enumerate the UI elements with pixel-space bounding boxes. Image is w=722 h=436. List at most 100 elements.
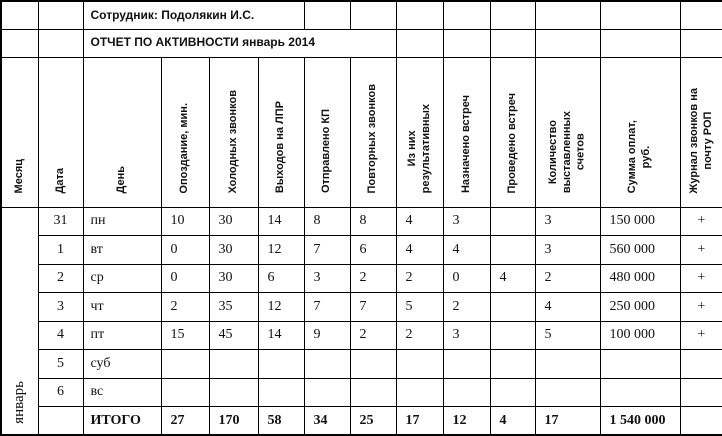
cell-value: 8 <box>303 206 351 236</box>
cell-value: 8 <box>349 206 397 236</box>
cell-plus: + <box>679 235 722 265</box>
empty-cell <box>37 0 84 30</box>
empty-cell <box>0 0 39 30</box>
cell-value: 30 <box>208 263 259 293</box>
cell-value: 2 <box>534 263 601 293</box>
header-cell-call-log: Журнал звонков на почту РОП <box>679 56 722 208</box>
header-label: День <box>115 166 128 194</box>
cell-value: 3 <box>534 206 601 236</box>
cell-value: 5 <box>534 320 601 350</box>
cell-value: 2 <box>395 320 444 350</box>
empty-cell <box>679 28 722 58</box>
empty-cell <box>395 28 444 58</box>
cell-value <box>489 320 536 350</box>
cell-value <box>489 206 536 236</box>
empty-cell <box>679 0 722 30</box>
cell-value: 7 <box>303 235 351 265</box>
cell-value: 0 <box>442 263 491 293</box>
cell-plus <box>679 377 722 407</box>
cell-value <box>257 377 305 407</box>
empty-cell <box>534 28 601 58</box>
header-cell-lpr-reaches: Выходов на ЛПР <box>257 56 305 208</box>
header-label: Проведено встреч <box>505 92 518 194</box>
table-row: 6 вс <box>1 377 722 407</box>
cell-value: 4 <box>534 292 601 322</box>
cell-plus: + <box>679 320 722 350</box>
cell-value: 2 <box>349 263 397 293</box>
cell-value <box>442 349 491 379</box>
cell-day: вс <box>82 377 162 407</box>
cell-value <box>395 349 444 379</box>
total-value: 4 <box>489 406 536 436</box>
cell-date: 2 <box>37 263 84 293</box>
cell-value <box>489 349 536 379</box>
cell-date: 1 <box>37 235 84 265</box>
cell-value <box>599 377 681 407</box>
cell-value: 4 <box>395 235 444 265</box>
cell-value: 4 <box>442 235 491 265</box>
header-label: Холодных звонков <box>226 89 239 194</box>
cell-plus: + <box>679 206 722 236</box>
table-row: 4 пт 15 45 14 9 2 2 3 5 100 000 + <box>1 320 722 350</box>
empty-cell <box>349 0 397 30</box>
month-label: январь <box>11 381 28 424</box>
empty-cell <box>599 28 681 58</box>
cell-value: 45 <box>208 320 259 350</box>
header-label: Выходов на ЛПР <box>274 101 287 194</box>
report-title: ОТЧЕТ ПО АКТИВНОСТИ январь 2014 <box>82 28 397 58</box>
total-value: 27 <box>160 406 210 436</box>
header-label: Повторных звонков <box>366 84 379 194</box>
cell-value: 30 <box>208 235 259 265</box>
cell-plus: + <box>679 263 722 293</box>
total-value: 12 <box>442 406 491 436</box>
cell-value <box>489 377 536 407</box>
header-label: Опоздание, мин. <box>178 102 191 194</box>
cell-value: 6 <box>349 235 397 265</box>
empty-cell <box>489 0 536 30</box>
cell-value <box>599 349 681 379</box>
cell-date: 5 <box>37 349 84 379</box>
header-cell-cold-calls: Холодных звонков <box>208 56 259 208</box>
cell-value <box>534 349 601 379</box>
cell-value: 4 <box>489 263 536 293</box>
cell-value: 0 <box>160 263 210 293</box>
total-value: 170 <box>208 406 259 436</box>
total-row: ИТОГО 27 170 58 34 25 17 12 4 17 1 540 0… <box>1 406 722 436</box>
cell-value: 14 <box>257 206 305 236</box>
total-value: 17 <box>534 406 601 436</box>
header-cell-lateness: Опоздание, мин. <box>160 56 210 208</box>
cell-value: 2 <box>160 292 210 322</box>
header-label: Отправлено КП <box>320 109 333 194</box>
cell-value: 3 <box>442 320 491 350</box>
header-label: Месяц <box>12 159 25 194</box>
header-cell-kp-sent: Отправлено КП <box>303 56 351 208</box>
cell-value: 14 <box>257 320 305 350</box>
cell-day: чт <box>82 292 162 322</box>
empty-cell <box>599 0 681 30</box>
cell-value <box>489 235 536 265</box>
cell-value <box>349 349 397 379</box>
cell-value <box>534 377 601 407</box>
cell-value <box>349 377 397 407</box>
empty-cell <box>442 28 491 58</box>
cell-day: пт <box>82 320 162 350</box>
cell-value: 6 <box>257 263 305 293</box>
cell-value <box>303 349 351 379</box>
empty-cell <box>37 406 84 436</box>
cell-plus: + <box>679 292 722 322</box>
header-cell-repeat-calls: Повторных звонков <box>349 56 397 208</box>
report-title-row: ОТЧЕТ ПО АКТИВНОСТИ январь 2014 <box>0 28 722 58</box>
header-cell-productive: Из них результативных <box>395 56 444 208</box>
cell-value: 3 <box>303 263 351 293</box>
header-cell-meetings-held: Проведено встреч <box>489 56 536 208</box>
cell-value: 560 000 <box>599 235 681 265</box>
table-row: январь 31 пн 10 30 14 8 8 4 3 3 150 000 … <box>0 206 722 436</box>
cell-value: 480 000 <box>599 263 681 293</box>
cell-value: 9 <box>303 320 351 350</box>
header-cell-meetings-scheduled: Назначено встреч <box>442 56 491 208</box>
cell-value: 2 <box>442 292 491 322</box>
cell-value: 12 <box>257 235 305 265</box>
cell-value <box>208 377 259 407</box>
